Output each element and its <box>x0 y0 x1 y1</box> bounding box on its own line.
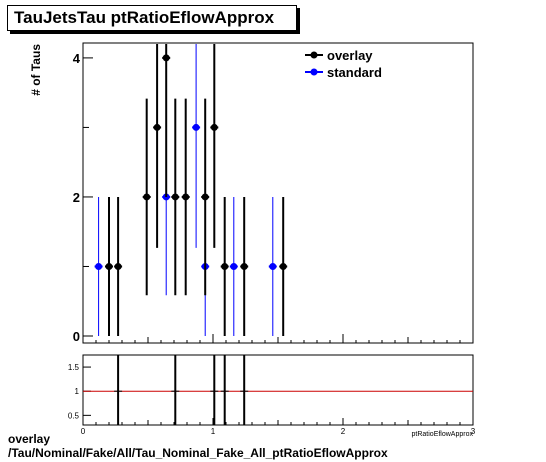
data-point-overlay <box>105 262 113 270</box>
y-tick-label: 4 <box>73 51 81 66</box>
legend-label-overlay: overlay <box>327 48 373 63</box>
footer-path: /Tau/Nominal/Fake/All/Tau_Nominal_Fake_A… <box>8 446 388 460</box>
ratio-y-tick-label: 1.5 <box>68 363 80 372</box>
footer-label: overlay <box>8 432 51 446</box>
main-plot-frame <box>82 42 474 344</box>
legend: overlay standard <box>305 48 382 80</box>
data-point-overlay <box>201 193 209 201</box>
ratio-y-tick-label: 1 <box>75 387 80 396</box>
data-point-overlay <box>221 262 229 270</box>
ratio-plot-marks <box>83 355 473 425</box>
data-point-standard <box>192 123 200 131</box>
data-point-overlay <box>171 193 179 201</box>
data-point-overlay <box>153 123 161 131</box>
x-tick-label: 1 <box>211 427 216 436</box>
data-point-standard <box>95 262 103 270</box>
main-plot-marks <box>94 44 288 336</box>
plot-frame <box>82 42 474 344</box>
data-point-standard <box>269 262 277 270</box>
data-point-overlay <box>162 54 170 62</box>
ratio-plot-frame <box>82 354 474 426</box>
data-point-overlay <box>114 262 122 270</box>
y-axis-label: # of Taus <box>29 44 43 96</box>
data-point-standard <box>230 262 238 270</box>
y-tick-label: 2 <box>73 190 80 205</box>
legend-label-standard: standard <box>327 65 382 80</box>
data-point-overlay <box>279 262 287 270</box>
x-tick-label: 0 <box>81 427 86 436</box>
legend-marker-standard <box>310 68 318 76</box>
x-axis-label: ptRatioEflowApprox <box>412 431 474 438</box>
x-tick-label: 3 <box>471 427 476 436</box>
chart-title: TauJetsTau ptRatioEflowApprox <box>7 5 297 31</box>
legend-marker-overlay <box>310 51 318 59</box>
ratio-frame-rect <box>82 354 474 426</box>
x-tick-label: 2 <box>341 427 346 436</box>
y-tick-label: 0 <box>73 329 80 344</box>
ratio-y-tick-label: 0.5 <box>68 411 80 420</box>
main-plot-axes: 0 2 4 # of Taus <box>29 44 474 344</box>
data-point-overlay <box>182 193 190 201</box>
data-point-overlay <box>143 193 151 201</box>
data-point-overlay <box>240 262 248 270</box>
data-point-overlay <box>210 123 218 131</box>
